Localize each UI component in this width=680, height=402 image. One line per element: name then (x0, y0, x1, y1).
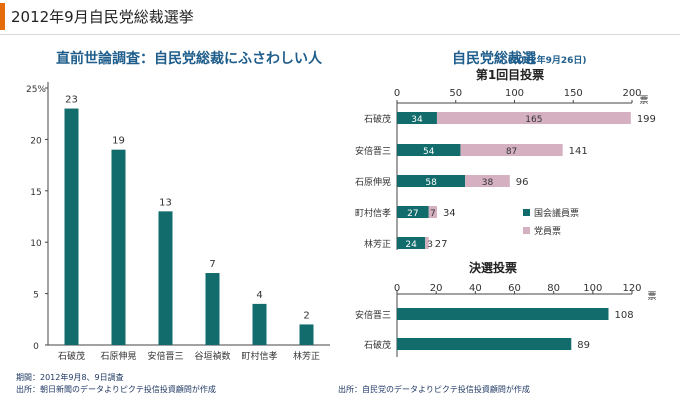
poll-y-tick-label: 20 (30, 136, 42, 146)
round1-bar-diet-votes (397, 175, 466, 187)
round1-bar-member-votes (465, 175, 510, 187)
runoff-x-tick-label: 0 (394, 283, 400, 294)
round1-legend-swatch (523, 209, 530, 216)
round1-bar-diet-votes (397, 112, 437, 124)
poll-y-tick-label: 5 (33, 291, 39, 301)
poll-y-tick-label: 0 (33, 342, 39, 352)
runoff-x-tick-label: 100 (583, 283, 602, 294)
poll-bar-value-label: 23 (65, 95, 78, 106)
poll-bar-value-label: 2 (303, 310, 309, 321)
left-note-source: 出所：朝日新聞のデータよりピクテ投信投資顧問が作成 (16, 385, 216, 394)
runoff-category-label: 安倍晋三 (355, 309, 391, 321)
round1-bar-member-votes (436, 112, 631, 124)
poll-category-label: 石破茂 (58, 350, 85, 362)
round1-legend-label: 党員票 (534, 225, 561, 237)
runoff-x-tick-label: 80 (547, 283, 560, 294)
round1-diet-value-label: 34 (411, 115, 423, 125)
round1-member-value-label: 3 (427, 240, 433, 250)
round1-total-label: 96 (516, 177, 529, 188)
round1-member-value-label: 38 (482, 178, 494, 188)
poll-bar-value-label: 19 (112, 136, 125, 147)
page-title: 2012年9月自民党総裁選挙 (11, 8, 194, 26)
runoff-bar (397, 338, 572, 350)
election-chart-title: 自民党総裁選 (452, 50, 536, 67)
poll-category-label: 安倍晋三 (147, 350, 183, 362)
left-note-period: 期間：2012年9月8、9日調査 (16, 373, 124, 382)
round1-category-label: 町村信孝 (355, 207, 391, 219)
poll-y-tick-label: 25% (26, 85, 46, 95)
round1-total-label: 34 (443, 208, 456, 219)
round1-x-tick-label: 50 (449, 88, 462, 99)
poll-bar (158, 211, 173, 345)
poll-bar (205, 273, 220, 345)
poll-category-label: 町村信孝 (241, 350, 277, 362)
poll-bar (111, 149, 126, 345)
poll-bar (252, 303, 267, 345)
poll-bar (64, 108, 79, 345)
round1-member-value-label: 87 (506, 147, 517, 157)
round1-legend-swatch (523, 227, 530, 234)
round1-category-label: 安倍晋三 (355, 145, 391, 157)
poll-bar (299, 324, 314, 345)
poll-bar-value-label: 4 (256, 290, 262, 301)
round1-bar-diet-votes (397, 206, 429, 218)
round1-total-label: 141 (569, 146, 588, 157)
round1-bar-member-votes (425, 237, 429, 249)
round1-x-tick-label: 150 (564, 88, 583, 99)
runoff-x-tick-label: 20 (430, 283, 443, 294)
round1-member-value-label: 7 (430, 209, 436, 219)
round1-bar-diet-votes (397, 144, 461, 156)
round1-total-label: 27 (435, 239, 448, 250)
round1-unit-label: 票 (639, 95, 648, 106)
runoff-category-label: 石破茂 (364, 339, 391, 351)
round1-total-label: 199 (637, 114, 656, 125)
runoff-x-tick-label: 60 (508, 283, 521, 294)
round1-x-tick-label: 0 (394, 88, 400, 99)
round1-category-label: 石原伸晃 (355, 176, 391, 188)
round1-diet-value-label: 54 (423, 147, 435, 157)
round1-subtitle: 第1回目投票 (476, 67, 544, 82)
poll-category-label: 谷垣禎数 (194, 350, 230, 362)
poll-y-tick-label: 10 (30, 239, 42, 249)
round1-legend-label: 国会議員票 (534, 207, 579, 219)
header-accent-bar (0, 3, 5, 30)
round1-x-tick-label: 200 (622, 88, 641, 99)
runoff-subtitle: 決選投票 (469, 260, 517, 275)
round1-member-value-label: 165 (525, 115, 542, 125)
runoff-x-tick-label: 40 (469, 283, 482, 294)
round1-bar-member-votes (428, 206, 437, 218)
runoff-value-label: 89 (577, 340, 590, 351)
runoff-x-tick-label: 120 (622, 283, 641, 294)
poll-bar-value-label: 7 (209, 259, 215, 270)
right-note-source: 出所：自民党のデータよりピクテ投信投資顧問が作成 (338, 385, 530, 394)
round1-category-label: 林芳正 (364, 238, 391, 250)
round1-bar-diet-votes (397, 237, 426, 249)
round1-diet-value-label: 27 (407, 209, 418, 219)
poll-y-tick-label: 15 (30, 188, 41, 198)
runoff-unit-label: 票 (647, 291, 656, 302)
election-chart-date: (2012年9月26日) (507, 54, 586, 66)
runoff-value-label: 108 (615, 310, 634, 321)
runoff-bar (397, 308, 609, 320)
round1-x-tick-label: 100 (505, 88, 524, 99)
page-header: 2012年9月自民党総裁選挙 (0, 0, 680, 35)
round1-diet-value-label: 24 (405, 240, 417, 250)
poll-category-label: 石原伸晃 (100, 350, 136, 362)
round1-bar-member-votes (460, 144, 563, 156)
round1-diet-value-label: 58 (425, 178, 437, 188)
poll-category-label: 林芳正 (293, 350, 320, 362)
round1-category-label: 石破茂 (364, 113, 391, 125)
poll-bar-value-label: 13 (159, 197, 172, 208)
poll-chart-title: 直前世論調査：自民党総裁にふさわしい人 (56, 50, 323, 67)
